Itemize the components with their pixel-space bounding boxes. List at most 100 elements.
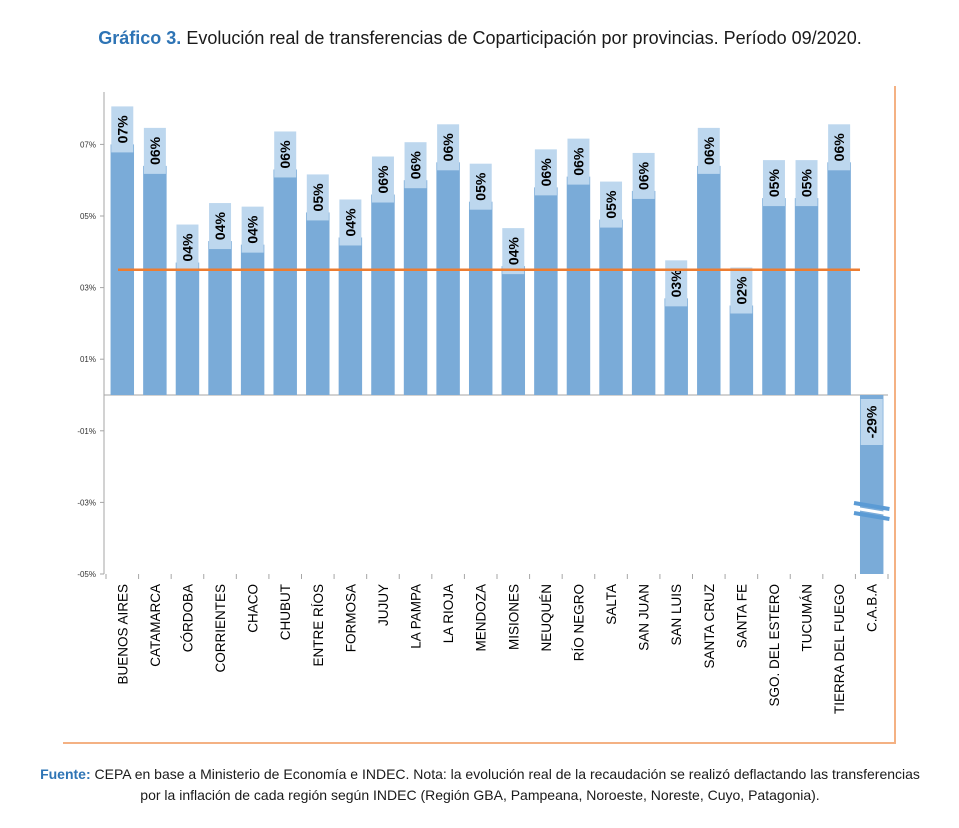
data-label: 06% xyxy=(570,147,586,176)
y-tick-label: -01% xyxy=(77,427,96,436)
bar xyxy=(599,219,623,395)
data-label-box xyxy=(176,224,199,271)
bar xyxy=(468,201,493,395)
data-label-box xyxy=(274,131,297,178)
data-label-box xyxy=(534,149,557,196)
data-label-box xyxy=(209,203,232,250)
y-tick-label: -03% xyxy=(77,498,96,507)
data-label: 06% xyxy=(831,133,847,162)
data-label-box xyxy=(795,160,818,207)
category-label: LA PAMPA xyxy=(409,584,424,649)
bar xyxy=(338,237,363,395)
category-label: SGO. DEL ESTERO xyxy=(767,584,782,707)
bar xyxy=(371,194,395,395)
data-label-box xyxy=(469,163,492,210)
chart-title: Gráfico 3. Evolución real de transferenc… xyxy=(40,26,920,50)
data-label-box xyxy=(143,127,166,174)
y-tick-label: -05% xyxy=(77,570,96,579)
chart-title-lead: Gráfico 3. xyxy=(98,28,182,48)
category-label: FORMOSA xyxy=(343,584,358,652)
category-label: RÍO NEGRO xyxy=(571,584,586,661)
category-label: CORRIENTES xyxy=(213,584,228,673)
category-label: CATAMARCA xyxy=(148,584,163,667)
category-label: C.A.B.A xyxy=(865,584,880,632)
data-label: 04% xyxy=(179,233,195,262)
bar xyxy=(208,241,232,395)
data-label-box xyxy=(339,199,362,246)
data-label: 06% xyxy=(538,158,554,187)
data-label: 05% xyxy=(310,183,326,212)
data-label-box xyxy=(730,267,753,314)
bar xyxy=(827,162,851,395)
bar xyxy=(501,266,526,395)
bar xyxy=(175,262,200,395)
axis-break-mark xyxy=(853,511,890,521)
y-tick-label: 07% xyxy=(80,140,96,149)
bar xyxy=(534,187,558,395)
data-label-box xyxy=(600,181,623,228)
data-label-box xyxy=(404,142,427,189)
bar xyxy=(664,298,688,395)
category-label: SAN JUAN xyxy=(637,584,652,651)
y-tick-label: 05% xyxy=(80,212,96,221)
data-label: 04% xyxy=(505,237,521,266)
data-label-box xyxy=(306,174,329,221)
category-label: JUJUY xyxy=(376,584,391,626)
bar xyxy=(273,169,297,395)
source-text: CEPA en base a Ministerio de Economía e … xyxy=(94,766,920,803)
y-tick-label: 01% xyxy=(80,355,96,364)
source-note: Fuente: CEPA en base a Ministerio de Eco… xyxy=(40,764,920,806)
axis-break-gap xyxy=(853,506,890,516)
chart-frame xyxy=(63,86,896,744)
data-label-box xyxy=(111,106,134,153)
category-label: SAN LUIS xyxy=(669,584,684,646)
data-label-box xyxy=(762,160,785,207)
data-label: 06% xyxy=(277,140,293,169)
bar xyxy=(631,190,656,395)
bar xyxy=(566,176,591,395)
category-label: SANTA FE xyxy=(734,584,749,648)
category-label: NEUQUÉN xyxy=(539,584,554,652)
data-label: 02% xyxy=(733,276,749,305)
axis-break-mark xyxy=(853,501,890,511)
data-label: 05% xyxy=(766,169,782,198)
bar xyxy=(403,180,428,395)
data-label-box xyxy=(241,206,264,253)
category-label: TUCUMÁN xyxy=(800,584,815,652)
data-label: 06% xyxy=(147,136,163,165)
bar xyxy=(794,198,819,395)
data-label: 06% xyxy=(408,151,424,180)
data-label-box xyxy=(437,124,460,171)
data-label-box xyxy=(665,260,688,307)
source-lead: Fuente: xyxy=(40,766,91,782)
category-label: TIERRA DEL FUEGO xyxy=(832,584,847,714)
category-label: BUENOS AIRES xyxy=(115,584,130,685)
category-label: MISIONES xyxy=(506,584,521,650)
data-label: 04% xyxy=(342,208,358,237)
data-label: 04% xyxy=(245,215,261,244)
data-label: 06% xyxy=(636,161,652,190)
data-label-box xyxy=(828,124,851,171)
data-label-box xyxy=(697,127,720,174)
bar xyxy=(762,198,786,395)
data-label-box xyxy=(371,156,394,203)
category-label: MENDOZA xyxy=(474,584,489,652)
bar xyxy=(729,305,754,395)
category-label: SALTA xyxy=(604,584,619,625)
data-label-box xyxy=(502,228,525,275)
data-label: 06% xyxy=(440,133,456,162)
data-label: 06% xyxy=(701,136,717,165)
data-label: 05% xyxy=(799,169,815,198)
bar xyxy=(143,165,167,395)
bar-chart: -05% -03% -01% 01% 03% 05% 07% BUENOS AIRES 07% C… xyxy=(77,92,890,714)
category-label: LA RIOJA xyxy=(441,584,456,643)
category-label: CHUBUT xyxy=(278,584,293,640)
data-label-box xyxy=(567,138,590,185)
category-label: SANTA CRUZ xyxy=(702,584,717,669)
category-label: CÓRDOBA xyxy=(180,584,195,652)
category-label: CHACO xyxy=(246,584,261,633)
data-label: 07% xyxy=(114,115,130,144)
data-label-box xyxy=(632,152,655,199)
data-label-box xyxy=(860,399,883,445)
data-label: 03% xyxy=(668,269,684,298)
